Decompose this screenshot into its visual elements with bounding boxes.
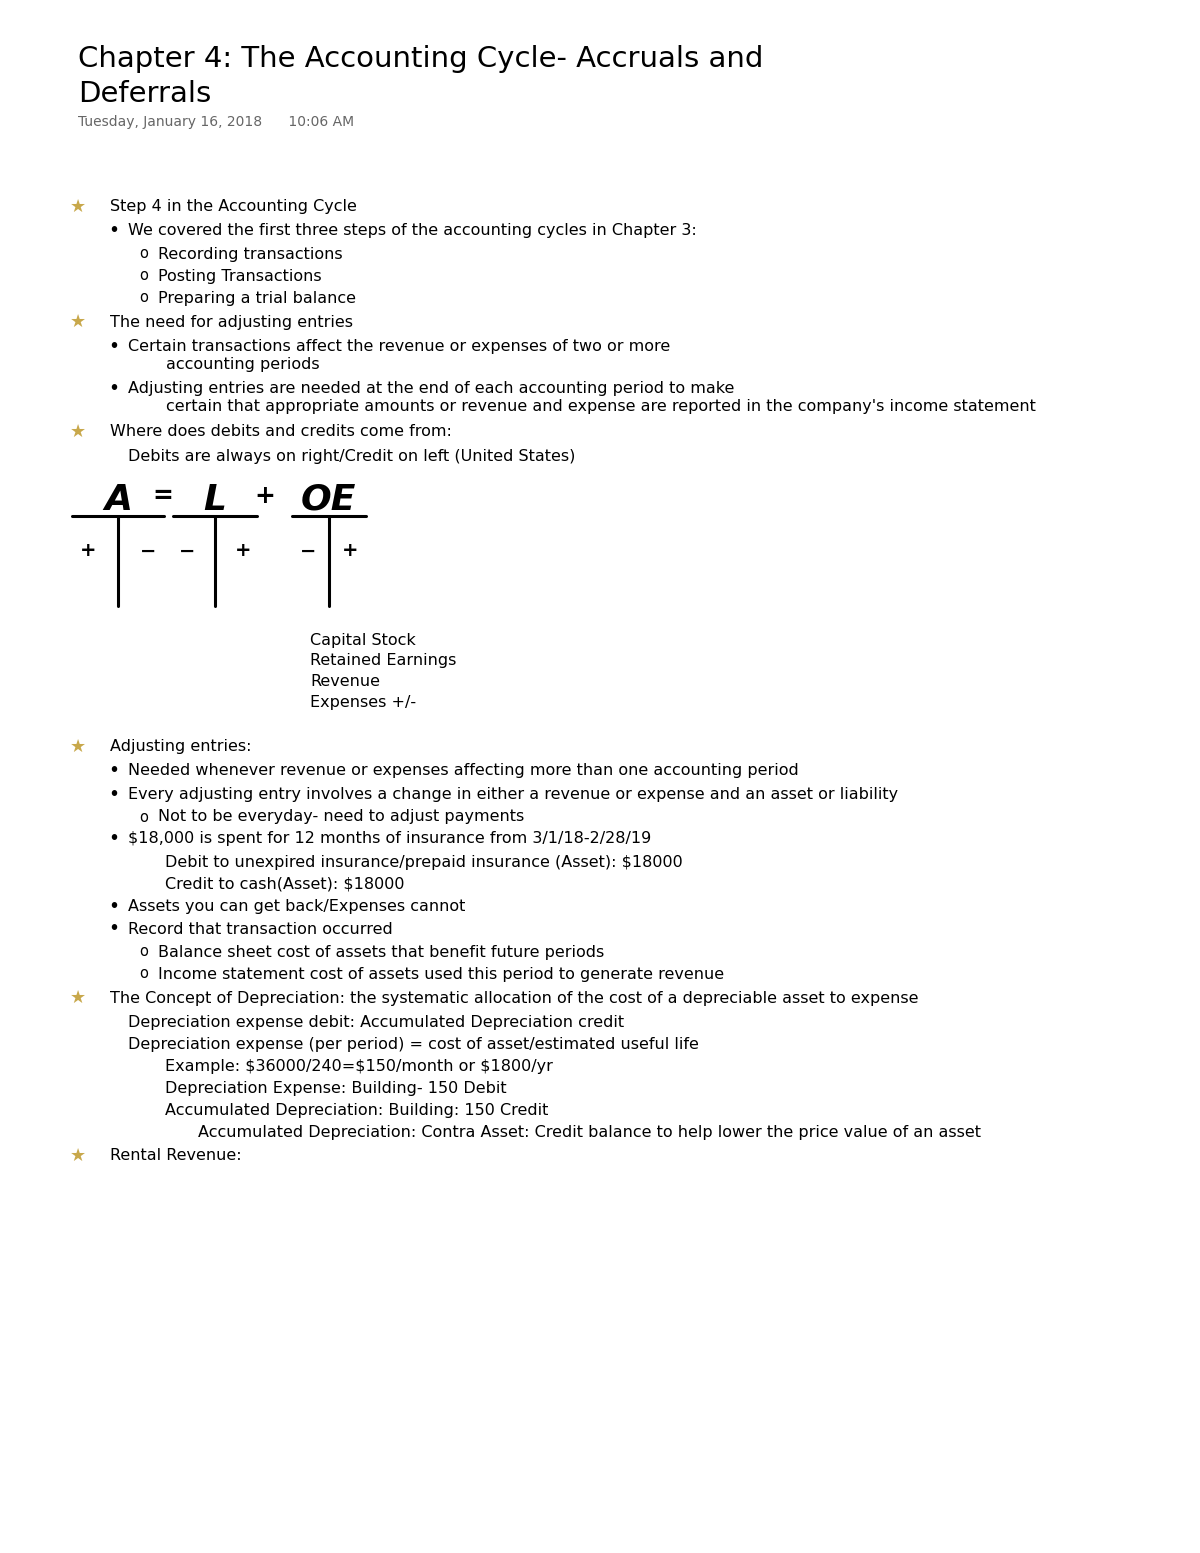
Text: Chapter 4: The Accounting Cycle- Accruals and: Chapter 4: The Accounting Cycle- Accrual… [78, 45, 763, 73]
Text: Assets you can get back/Expenses cannot: Assets you can get back/Expenses cannot [128, 899, 466, 913]
Text: Depreciation expense (per period) = cost of asset/estimated useful life: Depreciation expense (per period) = cost… [128, 1036, 698, 1051]
Text: Retained Earnings: Retained Earnings [310, 654, 456, 668]
Text: ★: ★ [70, 989, 86, 1006]
Text: Needed whenever revenue or expenses affecting more than one accounting period: Needed whenever revenue or expenses affe… [128, 764, 799, 778]
Text: Adjusting entries:: Adjusting entries: [110, 739, 252, 755]
Text: Not to be everyday- need to adjust payments: Not to be everyday- need to adjust payme… [158, 809, 524, 825]
Text: −: − [300, 542, 316, 561]
Text: −: − [140, 542, 156, 561]
Text: −: − [179, 542, 196, 561]
Text: OE: OE [300, 483, 355, 517]
Text: Certain transactions affect the revenue or expenses of two or more: Certain transactions affect the revenue … [128, 339, 671, 354]
Text: •: • [108, 379, 120, 398]
Text: Deferrals: Deferrals [78, 81, 211, 109]
Text: Where does debits and credits come from:: Where does debits and credits come from: [110, 424, 452, 439]
Text: Income statement cost of assets used this period to generate revenue: Income statement cost of assets used thi… [158, 966, 724, 981]
Text: •: • [108, 829, 120, 848]
Text: We covered the first three steps of the accounting cycles in Chapter 3:: We covered the first three steps of the … [128, 224, 697, 239]
Text: accounting periods: accounting periods [166, 357, 319, 371]
Text: Accumulated Depreciation: Contra Asset: Credit balance to help lower the price v: Accumulated Depreciation: Contra Asset: … [198, 1124, 982, 1140]
Text: Example: $36000/240=$150/month or $1800/yr: Example: $36000/240=$150/month or $1800/… [166, 1059, 553, 1073]
Text: Posting Transactions: Posting Transactions [158, 269, 322, 284]
Text: Debit to unexpired insurance/prepaid insurance (Asset): $18000: Debit to unexpired insurance/prepaid ins… [166, 854, 683, 870]
Text: Step 4 in the Accounting Cycle: Step 4 in the Accounting Cycle [110, 199, 356, 214]
Text: certain that appropriate amounts or revenue and expense are reported in the comp: certain that appropriate amounts or reve… [166, 399, 1036, 413]
Text: Every adjusting entry involves a change in either a revenue or expense and an as: Every adjusting entry involves a change … [128, 786, 898, 801]
Text: ★: ★ [70, 422, 86, 441]
Text: Depreciation expense debit: Accumulated Depreciation credit: Depreciation expense debit: Accumulated … [128, 1014, 624, 1030]
Text: =: = [152, 485, 174, 508]
Text: •: • [108, 919, 120, 938]
Text: L: L [204, 483, 227, 517]
Text: Preparing a trial balance: Preparing a trial balance [158, 290, 356, 306]
Text: ★: ★ [70, 1148, 86, 1165]
Text: •: • [108, 784, 120, 803]
Text: Adjusting entries are needed at the end of each accounting period to make: Adjusting entries are needed at the end … [128, 380, 734, 396]
Text: Record that transaction occurred: Record that transaction occurred [128, 921, 392, 936]
Text: Accumulated Depreciation: Building: 150 Credit: Accumulated Depreciation: Building: 150 … [166, 1103, 548, 1118]
Text: Capital Stock: Capital Stock [310, 632, 415, 648]
Text: Recording transactions: Recording transactions [158, 247, 343, 261]
Text: •: • [108, 761, 120, 781]
Text: ★: ★ [70, 738, 86, 756]
Text: Balance sheet cost of assets that benefit future periods: Balance sheet cost of assets that benefi… [158, 944, 605, 960]
Text: Depreciation Expense: Building- 150 Debit: Depreciation Expense: Building- 150 Debi… [166, 1081, 506, 1095]
Text: +: + [342, 542, 359, 561]
Text: The Concept of Depreciation: the systematic allocation of the cost of a deprecia: The Concept of Depreciation: the systema… [110, 991, 918, 1005]
Text: •: • [108, 337, 120, 356]
Text: o: o [139, 290, 149, 306]
Text: Credit to cash(Asset): $18000: Credit to cash(Asset): $18000 [166, 876, 404, 891]
Text: o: o [139, 247, 149, 261]
Text: A: A [104, 483, 132, 517]
Text: o: o [139, 966, 149, 981]
Text: +: + [235, 542, 251, 561]
Text: +: + [79, 542, 96, 561]
Text: ★: ★ [70, 197, 86, 216]
Text: o: o [139, 269, 149, 284]
Text: •: • [108, 896, 120, 916]
Text: Debits are always on right/Credit on left (United States): Debits are always on right/Credit on lef… [128, 449, 575, 463]
Text: The need for adjusting entries: The need for adjusting entries [110, 315, 353, 329]
Text: +: + [254, 485, 276, 508]
Text: Tuesday, January 16, 2018      10:06 AM: Tuesday, January 16, 2018 10:06 AM [78, 115, 354, 129]
Text: ★: ★ [70, 314, 86, 331]
Text: o: o [139, 809, 149, 825]
Text: Rental Revenue:: Rental Revenue: [110, 1149, 241, 1163]
Text: Revenue: Revenue [310, 674, 380, 690]
Text: Expenses +/-: Expenses +/- [310, 696, 416, 711]
Text: •: • [108, 222, 120, 241]
Text: $18,000 is spent for 12 months of insurance from 3/1/18-2/28/19: $18,000 is spent for 12 months of insura… [128, 831, 652, 846]
Text: o: o [139, 944, 149, 960]
